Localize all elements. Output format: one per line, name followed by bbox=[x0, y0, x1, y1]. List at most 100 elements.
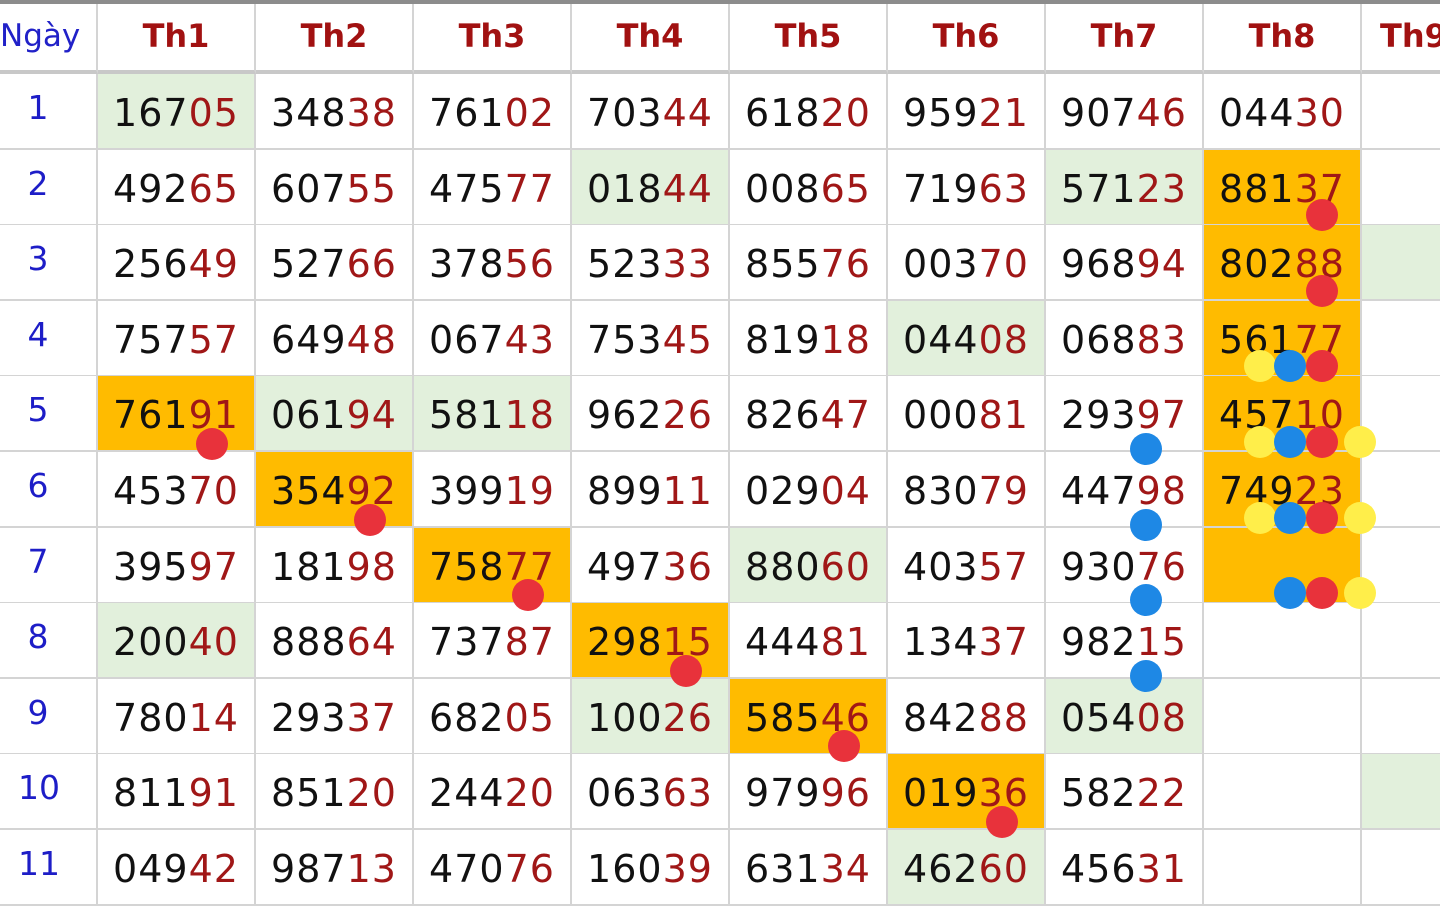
result-cell[interactable]: 76102 bbox=[414, 74, 572, 150]
result-cell[interactable]: 06363 bbox=[572, 754, 730, 831]
result-cell[interactable]: 44481 bbox=[730, 603, 888, 680]
result-cell[interactable]: 68205 bbox=[414, 678, 572, 755]
result-cell[interactable]: 18198 bbox=[256, 527, 414, 604]
result-cell[interactable]: 49736 bbox=[572, 527, 730, 604]
result-cell[interactable] bbox=[1362, 754, 1440, 831]
result-cell[interactable]: 00370 bbox=[888, 225, 1046, 302]
result-cell[interactable]: 71963 bbox=[888, 149, 1046, 226]
result-cell[interactable]: 45370 bbox=[98, 452, 256, 528]
result-cell[interactable] bbox=[1362, 74, 1440, 150]
result-cell[interactable]: 90746 bbox=[1046, 74, 1204, 150]
result-cell[interactable]: 75757 bbox=[98, 300, 256, 377]
result-cell[interactable]: 25649 bbox=[98, 225, 256, 302]
result-cell[interactable] bbox=[1362, 678, 1440, 755]
result-cell[interactable]: 06194 bbox=[256, 376, 414, 453]
result-cell[interactable]: 37856 bbox=[414, 225, 572, 302]
result-cell[interactable]: 47577 bbox=[414, 149, 572, 226]
result-cell[interactable]: 04942 bbox=[98, 830, 256, 906]
result-cell[interactable]: 64948 bbox=[256, 300, 414, 377]
result-cell[interactable]: 88864 bbox=[256, 603, 414, 680]
result-cell[interactable]: 88137 bbox=[1204, 149, 1362, 226]
result-cell[interactable]: 78014 bbox=[98, 678, 256, 755]
result-cell[interactable]: 06743 bbox=[414, 300, 572, 377]
result-cell[interactable]: 82647 bbox=[730, 376, 888, 453]
result-cell[interactable] bbox=[1362, 225, 1440, 302]
header-month-1[interactable]: Th1 bbox=[98, 4, 256, 74]
result-cell[interactable]: 81191 bbox=[98, 754, 256, 831]
result-cell[interactable]: 63134 bbox=[730, 830, 888, 906]
result-cell[interactable]: 84288 bbox=[888, 678, 1046, 755]
result-cell[interactable]: 00081 bbox=[888, 376, 1046, 453]
result-cell[interactable]: 89911 bbox=[572, 452, 730, 528]
header-month-3[interactable]: Th3 bbox=[414, 4, 572, 74]
result-cell[interactable]: 98713 bbox=[256, 830, 414, 906]
result-cell[interactable]: 00865 bbox=[730, 149, 888, 226]
result-cell[interactable]: 39597 bbox=[98, 527, 256, 604]
result-cell[interactable]: 04408 bbox=[888, 300, 1046, 377]
result-cell[interactable]: 29337 bbox=[256, 678, 414, 755]
result-cell[interactable]: 75877 bbox=[414, 527, 572, 604]
result-cell[interactable]: 58222 bbox=[1046, 754, 1204, 831]
header-month-4[interactable]: Th4 bbox=[572, 4, 730, 74]
header-month-5[interactable]: Th5 bbox=[730, 4, 888, 74]
result-cell[interactable] bbox=[1204, 754, 1362, 831]
result-cell[interactable]: 24420 bbox=[414, 754, 572, 831]
result-cell[interactable]: 29815 bbox=[572, 603, 730, 680]
header-month-8[interactable]: Th8 bbox=[1204, 4, 1362, 74]
result-cell[interactable]: 45631 bbox=[1046, 830, 1204, 906]
result-cell[interactable]: 81918 bbox=[730, 300, 888, 377]
result-cell[interactable]: 73787 bbox=[414, 603, 572, 680]
result-cell[interactable]: 13437 bbox=[888, 603, 1046, 680]
result-cell[interactable] bbox=[1204, 830, 1362, 906]
result-cell[interactable]: 96894 bbox=[1046, 225, 1204, 302]
result-cell[interactable]: 01936 bbox=[888, 754, 1046, 831]
result-cell[interactable]: 52333 bbox=[572, 225, 730, 302]
result-cell[interactable]: 58546 bbox=[730, 678, 888, 755]
result-cell[interactable] bbox=[1204, 603, 1362, 680]
result-cell[interactable]: 60755 bbox=[256, 149, 414, 226]
result-cell[interactable]: 70344 bbox=[572, 74, 730, 150]
result-cell[interactable]: 47076 bbox=[414, 830, 572, 906]
result-cell[interactable]: 52766 bbox=[256, 225, 414, 302]
result-cell[interactable]: 46260 bbox=[888, 830, 1046, 906]
result-cell[interactable]: 06883 bbox=[1046, 300, 1204, 377]
result-cell[interactable]: 95921 bbox=[888, 74, 1046, 150]
result-cell[interactable]: 44798 bbox=[1046, 452, 1204, 528]
result-cell[interactable]: 10026 bbox=[572, 678, 730, 755]
result-cell[interactable] bbox=[1362, 300, 1440, 377]
result-cell[interactable]: 85120 bbox=[256, 754, 414, 831]
header-month-6[interactable]: Th6 bbox=[888, 4, 1046, 74]
result-cell[interactable]: 93076 bbox=[1046, 527, 1204, 604]
result-cell[interactable]: 39919 bbox=[414, 452, 572, 528]
result-cell[interactable] bbox=[1362, 830, 1440, 906]
result-cell[interactable]: 88060 bbox=[730, 527, 888, 604]
result-cell[interactable]: 98215 bbox=[1046, 603, 1204, 680]
result-cell[interactable]: 61820 bbox=[730, 74, 888, 150]
result-cell[interactable]: 85576 bbox=[730, 225, 888, 302]
result-cell[interactable]: 05408 bbox=[1046, 678, 1204, 755]
result-cell[interactable]: 34838 bbox=[256, 74, 414, 150]
result-cell[interactable] bbox=[1204, 678, 1362, 755]
result-cell[interactable]: 01844 bbox=[572, 149, 730, 226]
header-month-2[interactable]: Th2 bbox=[256, 4, 414, 74]
result-cell[interactable]: 76191 bbox=[98, 376, 256, 453]
result-cell[interactable]: 97996 bbox=[730, 754, 888, 831]
result-cell[interactable]: 96226 bbox=[572, 376, 730, 453]
header-month-7[interactable]: Th7 bbox=[1046, 4, 1204, 74]
result-cell[interactable]: 35492 bbox=[256, 452, 414, 528]
result-cell[interactable]: 80288 bbox=[1204, 225, 1362, 302]
result-cell[interactable]: 83079 bbox=[888, 452, 1046, 528]
result-cell[interactable]: 02904 bbox=[730, 452, 888, 528]
result-cell[interactable]: 16705 bbox=[98, 74, 256, 150]
result-cell[interactable]: 04430 bbox=[1204, 74, 1362, 150]
result-cell[interactable]: 49265 bbox=[98, 149, 256, 226]
result-cell[interactable] bbox=[1362, 149, 1440, 226]
result-cell[interactable]: 58118 bbox=[414, 376, 572, 453]
header-month-9[interactable]: Th9 bbox=[1362, 4, 1440, 74]
result-cell[interactable]: 16039 bbox=[572, 830, 730, 906]
result-cell[interactable]: 57123 bbox=[1046, 149, 1204, 226]
result-cell[interactable]: 75345 bbox=[572, 300, 730, 377]
result-cell[interactable]: 40357 bbox=[888, 527, 1046, 604]
result-cell[interactable]: 20040 bbox=[98, 603, 256, 680]
result-cell[interactable]: 29397 bbox=[1046, 376, 1204, 453]
